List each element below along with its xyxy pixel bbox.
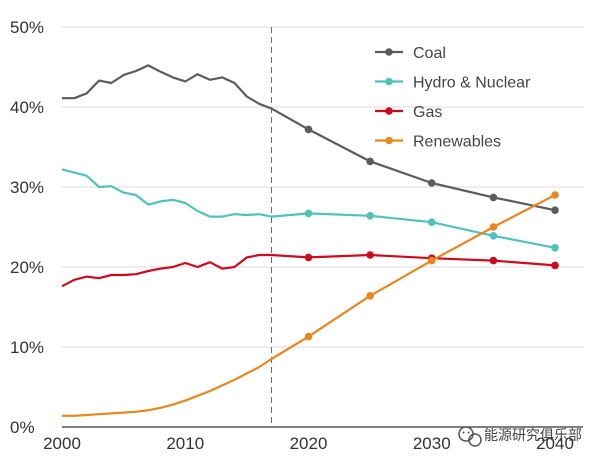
legend-swatch-marker xyxy=(385,48,393,56)
y-tick-label: 30% xyxy=(10,178,44,197)
data-point xyxy=(551,191,559,199)
data-point xyxy=(366,157,374,166)
series-gas xyxy=(61,251,559,288)
gridlines xyxy=(62,26,583,428)
legend-item: Renewables xyxy=(375,134,501,151)
data-point xyxy=(551,206,559,214)
series-lines xyxy=(61,64,559,417)
data-point xyxy=(489,193,498,202)
series-hydro-nuclear xyxy=(61,168,559,252)
series-renewables xyxy=(62,191,559,417)
data-point xyxy=(427,218,436,226)
series-line xyxy=(61,253,556,288)
data-point xyxy=(366,212,374,220)
data-point xyxy=(304,332,313,341)
data-point xyxy=(551,261,559,270)
series-coal xyxy=(62,64,559,214)
data-point xyxy=(304,209,313,218)
legend-swatch-marker xyxy=(385,136,393,145)
watermark-text: 能源研究俱乐部 xyxy=(484,428,582,444)
series-line xyxy=(61,168,556,249)
watermark: 能源研究俱乐部 xyxy=(458,426,582,447)
series-line xyxy=(62,64,556,212)
x-tick-label: 2040 xyxy=(536,434,574,453)
legend-item: Gas xyxy=(375,104,442,121)
legend-swatch-marker xyxy=(385,107,393,115)
data-point xyxy=(366,251,374,259)
y-tick-label: 40% xyxy=(10,98,44,117)
wechat-icon xyxy=(458,426,482,447)
data-point xyxy=(427,256,436,265)
x-tick-label: 2000 xyxy=(43,434,81,453)
legend-swatch-marker xyxy=(385,77,393,86)
data-point xyxy=(427,179,436,187)
y-tick-label: 20% xyxy=(10,258,44,277)
axes: 0% 10% 20% 30% 40% 50% 2000 2010 2020 2030 2040 xyxy=(10,18,574,453)
data-point xyxy=(304,125,313,134)
legend-label: Renewables xyxy=(413,134,501,151)
legend-item: Coal xyxy=(375,45,446,62)
data-point xyxy=(489,256,498,265)
legend-label: Hydro & Nuclear xyxy=(413,75,531,92)
data-point xyxy=(551,244,559,252)
y-tick-label: 10% xyxy=(10,338,44,357)
legend-item: Hydro & Nuclear xyxy=(375,75,531,92)
x-tick-label: 2030 xyxy=(413,434,451,453)
data-point xyxy=(489,232,498,240)
series-line xyxy=(62,194,556,417)
data-point xyxy=(366,292,374,300)
y-tick-label: 0% xyxy=(10,418,35,437)
x-tick-label: 2020 xyxy=(290,434,328,453)
data-point xyxy=(489,223,498,231)
legend: Coal Hydro & Nuclear Gas Renewables xyxy=(375,45,531,151)
x-tick-label: 2010 xyxy=(166,434,204,453)
y-tick-label: 50% xyxy=(10,18,44,37)
legend-label: Coal xyxy=(413,45,446,62)
legend-label: Gas xyxy=(413,104,442,121)
data-point xyxy=(304,253,313,262)
